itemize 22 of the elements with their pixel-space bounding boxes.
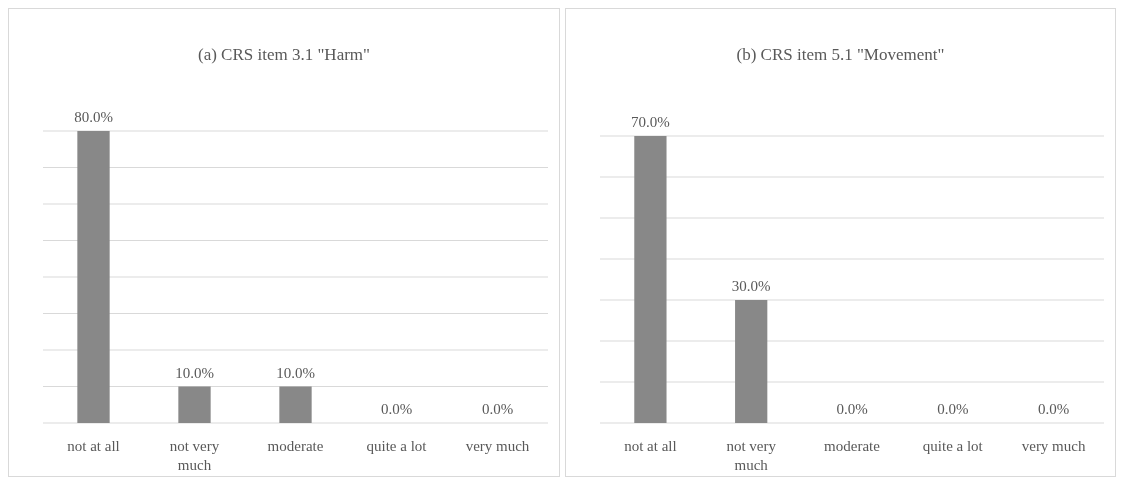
x-tick-label: very much <box>465 438 530 454</box>
data-label: 0.0% <box>380 401 413 417</box>
data-label: 0.0% <box>1037 401 1070 417</box>
x-tick-label: quite a lot <box>366 438 428 454</box>
x-tick-label: not at all <box>67 438 120 454</box>
data-label: 0.0% <box>481 401 514 417</box>
x-tick-label: not at all <box>624 438 677 454</box>
data-label: 10.0% <box>276 364 315 381</box>
data-label: 30.0% <box>731 278 771 294</box>
chart-title: (b) CRS item 5.1 "Movement" <box>736 45 945 64</box>
chart-title: (a) CRS item 3.1 "Harm" <box>197 45 371 64</box>
x-tick-label: quite a lot <box>922 438 984 454</box>
data-label: 0.0% <box>937 401 969 417</box>
x-tick-label: not very much <box>169 438 220 473</box>
x-tick-label: not very much <box>726 438 777 473</box>
data-label: 70.0% <box>631 114 670 130</box>
x-tick-label: moderate <box>824 438 881 454</box>
x-tick-label: moderate <box>267 438 324 454</box>
data-label: 0.0% <box>836 401 868 417</box>
x-tick-label: very much <box>1021 438 1086 454</box>
data-label: 80.0% <box>74 109 113 125</box>
data-label: 10.0% <box>175 364 214 381</box>
